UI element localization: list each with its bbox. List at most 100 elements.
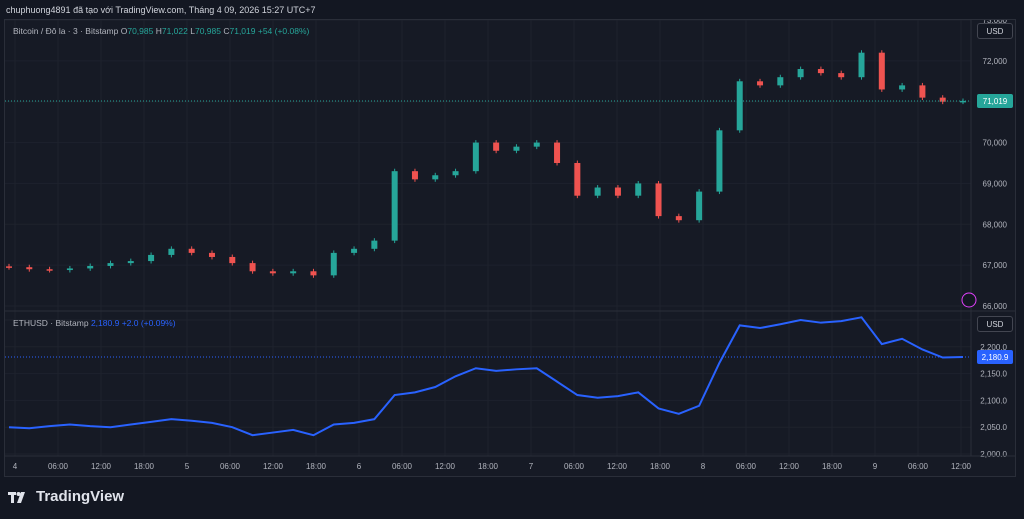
eth-last-price-badge (977, 350, 1013, 365)
candle (939, 97, 946, 102)
candle (391, 171, 398, 241)
watermark-header: chuphuong4891 đã tạo với TradingView.com… (6, 5, 316, 15)
btc-l-label: L (190, 26, 195, 36)
candle (960, 100, 966, 103)
x-tick-label: 06:00 (392, 462, 413, 471)
x-tick-label: 6 (357, 462, 362, 471)
candle (249, 263, 256, 272)
x-tick-label: 06:00 (564, 462, 585, 471)
candle (330, 252, 337, 276)
btc-currency-button[interactable]: USD (977, 23, 1013, 39)
btc-open: 70,985 (127, 26, 154, 36)
candle (26, 267, 33, 270)
x-tick-label: 12:00 (951, 462, 972, 471)
eth-currency-button[interactable]: USD (977, 316, 1013, 332)
candle (66, 268, 73, 271)
btc-y-tick-label: 72,000 (983, 57, 1008, 66)
x-tick-label: 18:00 (306, 462, 327, 471)
candle (351, 248, 358, 253)
chart-frame: 4 06:00 12:00 18:00 5 06:00 12:00 18:00 6 06:00 12… (4, 19, 1016, 477)
tradingview-logo-icon (8, 491, 25, 503)
candle (533, 142, 540, 147)
btc-close: 71,019 (229, 26, 256, 36)
candle (614, 187, 621, 196)
x-tick-label: 18:00 (134, 462, 155, 471)
candle (736, 81, 743, 131)
btc-y-tick-label: 68,000 (983, 220, 1008, 229)
btc-last-price-label: 71,019 (983, 97, 1008, 106)
eth-y-tick-label: 2,000.0 (980, 450, 1007, 459)
btc-legend[interactable]: Bitcoin / Đô la · 3 · Bitstamp O70,985 H… (13, 26, 309, 36)
btc-change: +54 (+0.08%) (257, 26, 310, 36)
btc-symbol[interactable]: Bitcoin / Đô la · 3 · Bitstamp (13, 26, 119, 36)
candle (188, 248, 195, 253)
candle (513, 146, 520, 151)
candle (127, 261, 134, 264)
candle (858, 52, 865, 78)
candle (310, 271, 317, 276)
x-tick-label: 12:00 (779, 462, 800, 471)
x-tick-label: 06:00 (48, 462, 69, 471)
btc-y-tick-label: 69,000 (983, 179, 1008, 188)
eth-change: +2.0 (+0.09%) (121, 318, 176, 328)
candle (168, 248, 175, 255)
candle (493, 142, 500, 151)
candle (797, 69, 804, 78)
x-tick-label: 18:00 (650, 462, 671, 471)
eth-symbol[interactable]: ETHUSD · Bitstamp (13, 318, 89, 328)
eth-series-line (8, 316, 964, 437)
x-tick-label: 12:00 (91, 462, 112, 471)
x-tick-label: 7 (529, 462, 534, 471)
eth-y-tick-label: 2,150.0 (980, 370, 1007, 379)
eth-legend[interactable]: ETHUSD · Bitstamp 2,180.9 +2.0 (+0.09%) (13, 318, 176, 328)
btc-y-tick-label: 67,000 (983, 261, 1008, 270)
btc-low: 70,985 (194, 26, 221, 36)
candle (208, 252, 215, 257)
btc-y-tick-label: 73,000 (983, 20, 1008, 25)
tradingview-logo[interactable]: TradingView (8, 488, 124, 505)
candle (635, 183, 642, 196)
candle (838, 73, 845, 78)
candle (452, 171, 459, 176)
candle (371, 240, 378, 249)
candle (87, 265, 94, 269)
eth-y-tick-label: 2,200.0 (980, 343, 1007, 352)
candle (290, 271, 297, 274)
candle (432, 175, 439, 180)
tradingview-brand: TradingView (36, 488, 125, 505)
btc-o-label: O (120, 26, 128, 36)
candle (229, 256, 236, 264)
x-tick-label: 8 (701, 462, 706, 471)
candle (757, 81, 764, 86)
x-tick-label: 06:00 (220, 462, 241, 471)
candle (411, 171, 418, 180)
chart-svg: 4 06:00 12:00 18:00 5 06:00 12:00 18:00 6 06:00 12… (5, 20, 1015, 471)
candle (594, 187, 601, 196)
candle (696, 191, 703, 221)
candle (472, 142, 479, 172)
btc-high: 71,022 (161, 26, 188, 36)
btc-h-label: H (155, 26, 162, 36)
candle (919, 85, 926, 98)
candle (6, 266, 12, 268)
eth-price: 2,180.9 (90, 318, 120, 328)
x-tick-label: 12:00 (263, 462, 284, 471)
btc-y-tick-label: 66,000 (983, 302, 1008, 311)
candle (878, 52, 885, 90)
btc-y-tick-label: 70,000 (983, 139, 1008, 148)
x-tick-label: 18:00 (822, 462, 843, 471)
candle (269, 271, 276, 274)
candle (46, 269, 53, 271)
x-tick-label: 4 (13, 462, 18, 471)
x-tick-label: 5 (185, 462, 190, 471)
candle (148, 254, 155, 262)
btc-last-price-badge (977, 93, 1013, 108)
candle (107, 263, 114, 266)
x-tick-label: 12:00 (435, 462, 456, 471)
lightning-icon (961, 292, 977, 308)
candle (675, 216, 682, 221)
candle (655, 183, 662, 217)
candle (554, 142, 561, 163)
candle (817, 69, 824, 74)
eth-y-tick-label: 2,100.0 (980, 396, 1007, 405)
